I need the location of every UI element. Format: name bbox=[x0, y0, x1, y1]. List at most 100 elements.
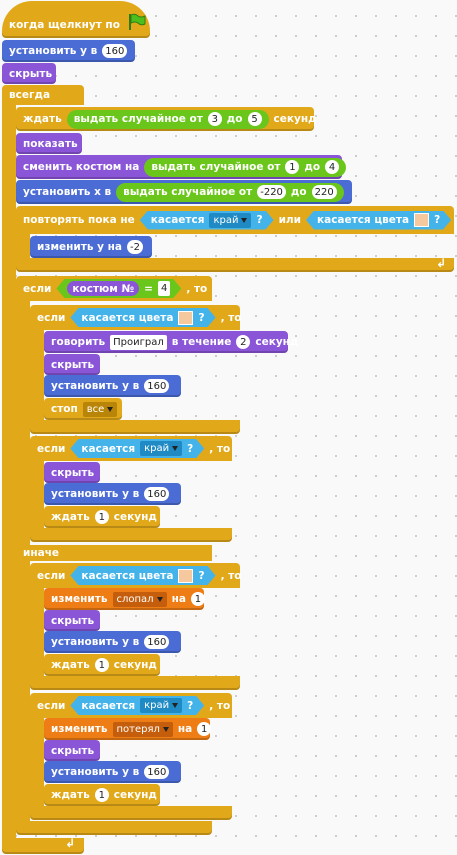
hide-block[interactable]: скрыть bbox=[44, 740, 100, 761]
switch-costume-block[interactable]: сменить костюм на выдать случайное от 1 … bbox=[16, 155, 347, 179]
stop-block[interactable]: стоп все bbox=[44, 398, 122, 420]
dropdown-arrow-icon bbox=[162, 726, 169, 732]
y-value-input[interactable]: 160 bbox=[144, 379, 170, 393]
else-divider bbox=[16, 545, 212, 561]
variable-dropdown[interactable]: слопал bbox=[112, 591, 167, 607]
or-label: или bbox=[278, 214, 301, 226]
wait-secs-input[interactable]: 1 bbox=[94, 510, 109, 524]
then-label: , то bbox=[220, 569, 242, 582]
random-operator[interactable]: выдать случайное от -220 до 220 bbox=[116, 182, 344, 202]
change-label: изменить bbox=[51, 593, 108, 605]
if-arm bbox=[30, 588, 44, 676]
touching-edge-sensor[interactable]: касается край ? bbox=[70, 696, 204, 715]
question-mark: ? bbox=[198, 311, 205, 324]
set-x-block[interactable]: установить x в выдать случайное от -220 … bbox=[16, 180, 352, 204]
set-y-block[interactable]: установить y в 160 bbox=[44, 761, 181, 783]
change-var-block[interactable]: изменить слопал на 1 bbox=[44, 588, 205, 610]
set-y-block[interactable]: установить y в 160 bbox=[44, 483, 181, 505]
stop-label: стоп bbox=[51, 403, 78, 415]
change-y-block[interactable]: изменить y на -2 bbox=[30, 236, 152, 258]
wait-label: ждать bbox=[51, 789, 90, 801]
set-y-block[interactable]: установить y в 160 bbox=[44, 631, 181, 653]
wait-secs-input[interactable]: 1 bbox=[94, 788, 109, 802]
color-swatch[interactable] bbox=[414, 213, 429, 227]
y-value-input[interactable]: 160 bbox=[144, 765, 170, 779]
change-value-input[interactable]: 1 bbox=[190, 592, 205, 606]
hide-block[interactable]: скрыть bbox=[44, 354, 100, 375]
random-from-input[interactable]: -220 bbox=[257, 185, 286, 199]
seconds-label: секунд bbox=[255, 336, 299, 348]
hide-block[interactable]: скрыть bbox=[44, 462, 100, 483]
wait-secs-block[interactable]: ждать 1 секунд bbox=[44, 506, 160, 528]
if-touching-edge-header: если касается край ? , то bbox=[30, 693, 232, 718]
random-to-input[interactable]: 4 bbox=[325, 160, 340, 174]
wait-random-block[interactable]: ждать выдать случайное от 3 до 5 секунд bbox=[16, 107, 317, 131]
random-operator[interactable]: выдать случайное от 3 до 5 bbox=[66, 109, 269, 129]
stop-dropdown[interactable]: все bbox=[82, 401, 118, 417]
dropdown-arrow-icon bbox=[172, 446, 178, 451]
set-y-label: установить y в bbox=[9, 45, 98, 57]
else-arm bbox=[16, 561, 30, 821]
costume-number-reporter[interactable]: костюм № bbox=[67, 281, 139, 296]
edge-dropdown[interactable]: край bbox=[209, 213, 251, 228]
edge-option: край bbox=[213, 214, 239, 226]
set-y-label: установить y в bbox=[51, 380, 140, 392]
if-touching-color-header: если касается цвета ? , то bbox=[30, 563, 242, 588]
wait-label: ждать bbox=[23, 113, 62, 125]
costume-value-input[interactable]: 4 bbox=[158, 281, 170, 296]
y-value-input[interactable]: 160 bbox=[144, 487, 170, 501]
else-header: иначе bbox=[16, 545, 212, 561]
say-secs-input[interactable]: 2 bbox=[236, 335, 251, 349]
touching-color-sensor[interactable]: касается цвета ? bbox=[70, 566, 215, 585]
set-y-block[interactable]: установить y в 160 bbox=[2, 40, 135, 62]
random-label: выдать случайное от bbox=[151, 161, 281, 173]
set-y-label: установить y в bbox=[51, 766, 140, 778]
question-mark: ? bbox=[198, 569, 205, 582]
dropdown-arrow-icon bbox=[156, 596, 163, 602]
set-y-label: установить y в bbox=[51, 636, 140, 648]
change-y-label: изменить y на bbox=[37, 241, 122, 253]
change-label: изменить bbox=[51, 723, 108, 735]
random-from-input[interactable]: 1 bbox=[285, 160, 300, 174]
when-flag-clicked-hat[interactable]: когда щелкнут по bbox=[2, 1, 150, 38]
if-arm bbox=[30, 718, 44, 806]
touching-color-sensor[interactable]: касается цвета ? bbox=[306, 211, 451, 230]
hide-label: скрыть bbox=[51, 614, 95, 627]
change-y-input[interactable]: -2 bbox=[127, 240, 143, 254]
touching-color-sensor[interactable]: касается цвета ? bbox=[70, 308, 215, 327]
random-from-input[interactable]: 3 bbox=[207, 112, 222, 126]
if-label: если bbox=[37, 442, 66, 455]
wait-secs-input[interactable]: 1 bbox=[94, 658, 109, 672]
say-text-input[interactable]: Проиграл bbox=[110, 334, 167, 350]
edge-dropdown[interactable]: край bbox=[140, 698, 182, 713]
hide-block[interactable]: скрыть bbox=[2, 63, 56, 84]
set-x-label: установить x в bbox=[23, 186, 112, 198]
wait-secs-block[interactable]: ждать 1 секунд bbox=[44, 784, 160, 806]
random-to-input[interactable]: 5 bbox=[247, 112, 262, 126]
if-footer bbox=[30, 528, 232, 542]
change-var-block[interactable]: изменить потерял на 1 bbox=[44, 718, 212, 740]
show-block[interactable]: показать bbox=[16, 133, 82, 154]
random-to-input[interactable]: 220 bbox=[311, 185, 337, 199]
y-value-input[interactable]: 160 bbox=[144, 635, 170, 649]
color-swatch[interactable] bbox=[178, 311, 193, 325]
to-label: до bbox=[290, 186, 307, 198]
question-mark: ? bbox=[256, 214, 263, 226]
say-for-secs-block[interactable]: говорить Проиграл в течение 2 секунд bbox=[44, 331, 298, 353]
to-label: до bbox=[226, 113, 243, 125]
variable-dropdown[interactable]: потерял bbox=[112, 721, 173, 737]
color-swatch[interactable] bbox=[178, 569, 193, 583]
touching-edge-sensor[interactable]: касается край ? bbox=[140, 211, 274, 230]
edge-dropdown[interactable]: край bbox=[140, 441, 182, 456]
hide-block[interactable]: скрыть bbox=[44, 610, 100, 631]
y-value-input[interactable]: 160 bbox=[102, 44, 128, 58]
random-operator[interactable]: выдать случайное от 1 до 4 bbox=[144, 157, 347, 177]
stop-option: все bbox=[86, 403, 105, 415]
set-y-block[interactable]: установить y в 160 bbox=[44, 375, 181, 397]
wait-secs-block[interactable]: ждать 1 секунд bbox=[44, 654, 160, 676]
change-value-input[interactable]: 1 bbox=[197, 722, 212, 736]
touching-edge-sensor[interactable]: касается край ? bbox=[70, 439, 204, 458]
forever-block[interactable] bbox=[2, 85, 84, 105]
if-footer bbox=[30, 420, 240, 434]
equals-operator[interactable]: костюм № = 4 bbox=[56, 279, 181, 298]
